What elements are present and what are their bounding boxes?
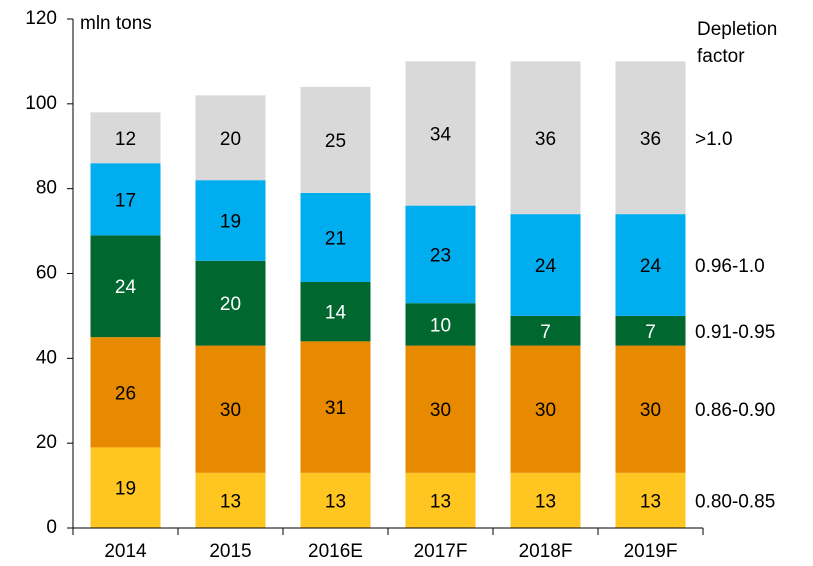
- bar-segment: [300, 192, 371, 282]
- bar-segment: [615, 315, 686, 346]
- bar-segment: [300, 341, 371, 473]
- bar-segment: [300, 472, 371, 528]
- y-tick-label: 20: [36, 432, 57, 453]
- x-tick-label: 2015: [209, 541, 251, 562]
- x-tick-label: 2017F: [414, 541, 468, 562]
- data-label: 20: [220, 294, 241, 315]
- data-label: 24: [535, 256, 557, 277]
- bar-segment: [195, 95, 266, 181]
- data-label: 13: [325, 491, 346, 512]
- bar-segment: [510, 214, 581, 316]
- data-label: 25: [325, 131, 346, 152]
- bar-segment: [405, 205, 476, 304]
- data-label: 14: [325, 303, 347, 324]
- data-label: 26: [115, 383, 136, 404]
- legend-label: 0.91-0.95: [695, 322, 775, 343]
- data-label: 17: [115, 190, 136, 211]
- data-label: 24: [640, 256, 662, 277]
- legend-label: 0.86-0.90: [695, 400, 775, 421]
- bar-segment: [300, 86, 371, 193]
- y-tick-label: 120: [25, 8, 57, 29]
- data-label: 30: [220, 400, 241, 421]
- data-label: 31: [325, 398, 346, 419]
- bar-segment: [510, 472, 581, 528]
- y-tick-label: 40: [36, 347, 57, 368]
- x-tick-label: 2016E: [308, 541, 363, 562]
- legend-label: 0.96-1.0: [695, 256, 765, 277]
- bar-segment: [195, 472, 266, 528]
- data-label: 13: [640, 491, 661, 512]
- y-tick-label: 60: [36, 263, 57, 284]
- data-label: 20: [220, 129, 241, 150]
- bar-segment: [90, 163, 161, 236]
- data-label: 30: [535, 400, 556, 421]
- y-tick-label: 80: [36, 178, 57, 199]
- data-label: 30: [640, 400, 661, 421]
- bar-segment: [300, 281, 371, 342]
- bar-segment: [195, 345, 266, 473]
- bar-segment: [195, 180, 266, 261]
- data-label: 23: [430, 245, 451, 266]
- data-label: 10: [430, 315, 451, 336]
- bar-segment: [615, 472, 686, 528]
- bar-segment: [405, 303, 476, 346]
- bar-segment: [90, 337, 161, 448]
- bar-segment: [615, 214, 686, 316]
- data-label: 13: [220, 491, 241, 512]
- data-label: 19: [220, 211, 241, 232]
- data-label: 30: [430, 400, 451, 421]
- bar-segment: [405, 61, 476, 206]
- legend-label: >1.0: [695, 129, 733, 150]
- bar-segment: [405, 472, 476, 528]
- bar-segment: [615, 61, 686, 215]
- bar-segment: [90, 112, 161, 164]
- data-label: 36: [640, 129, 661, 150]
- bar-segment: [615, 345, 686, 473]
- data-label: 24: [115, 277, 137, 298]
- bar-segment: [195, 260, 266, 346]
- x-tick-label: 2019F: [624, 541, 678, 562]
- data-label: 21: [325, 228, 346, 249]
- x-tick-label: 2018F: [519, 541, 573, 562]
- y-tick-label: 0: [46, 517, 57, 538]
- data-label: 13: [430, 491, 451, 512]
- legend-title: factor: [697, 46, 745, 67]
- bar-segment: [510, 61, 581, 215]
- bar-segment: [510, 345, 581, 473]
- bar-segment: [90, 235, 161, 338]
- y-axis-label: mln tons: [80, 13, 152, 34]
- data-label: 34: [430, 125, 452, 146]
- bar-segment: [405, 345, 476, 473]
- legend-title: Depletion: [697, 19, 777, 40]
- data-label: 12: [115, 129, 136, 150]
- x-tick-label: 2014: [104, 541, 147, 562]
- data-label: 13: [535, 491, 556, 512]
- bar-segment: [510, 315, 581, 346]
- bar-segment: [90, 447, 161, 528]
- y-tick-label: 100: [25, 93, 57, 114]
- data-label: 7: [540, 322, 551, 343]
- data-label: 7: [645, 322, 656, 343]
- data-label: 19: [115, 479, 136, 500]
- legend-label: 0.80-0.85: [695, 491, 775, 512]
- data-label: 36: [535, 129, 556, 150]
